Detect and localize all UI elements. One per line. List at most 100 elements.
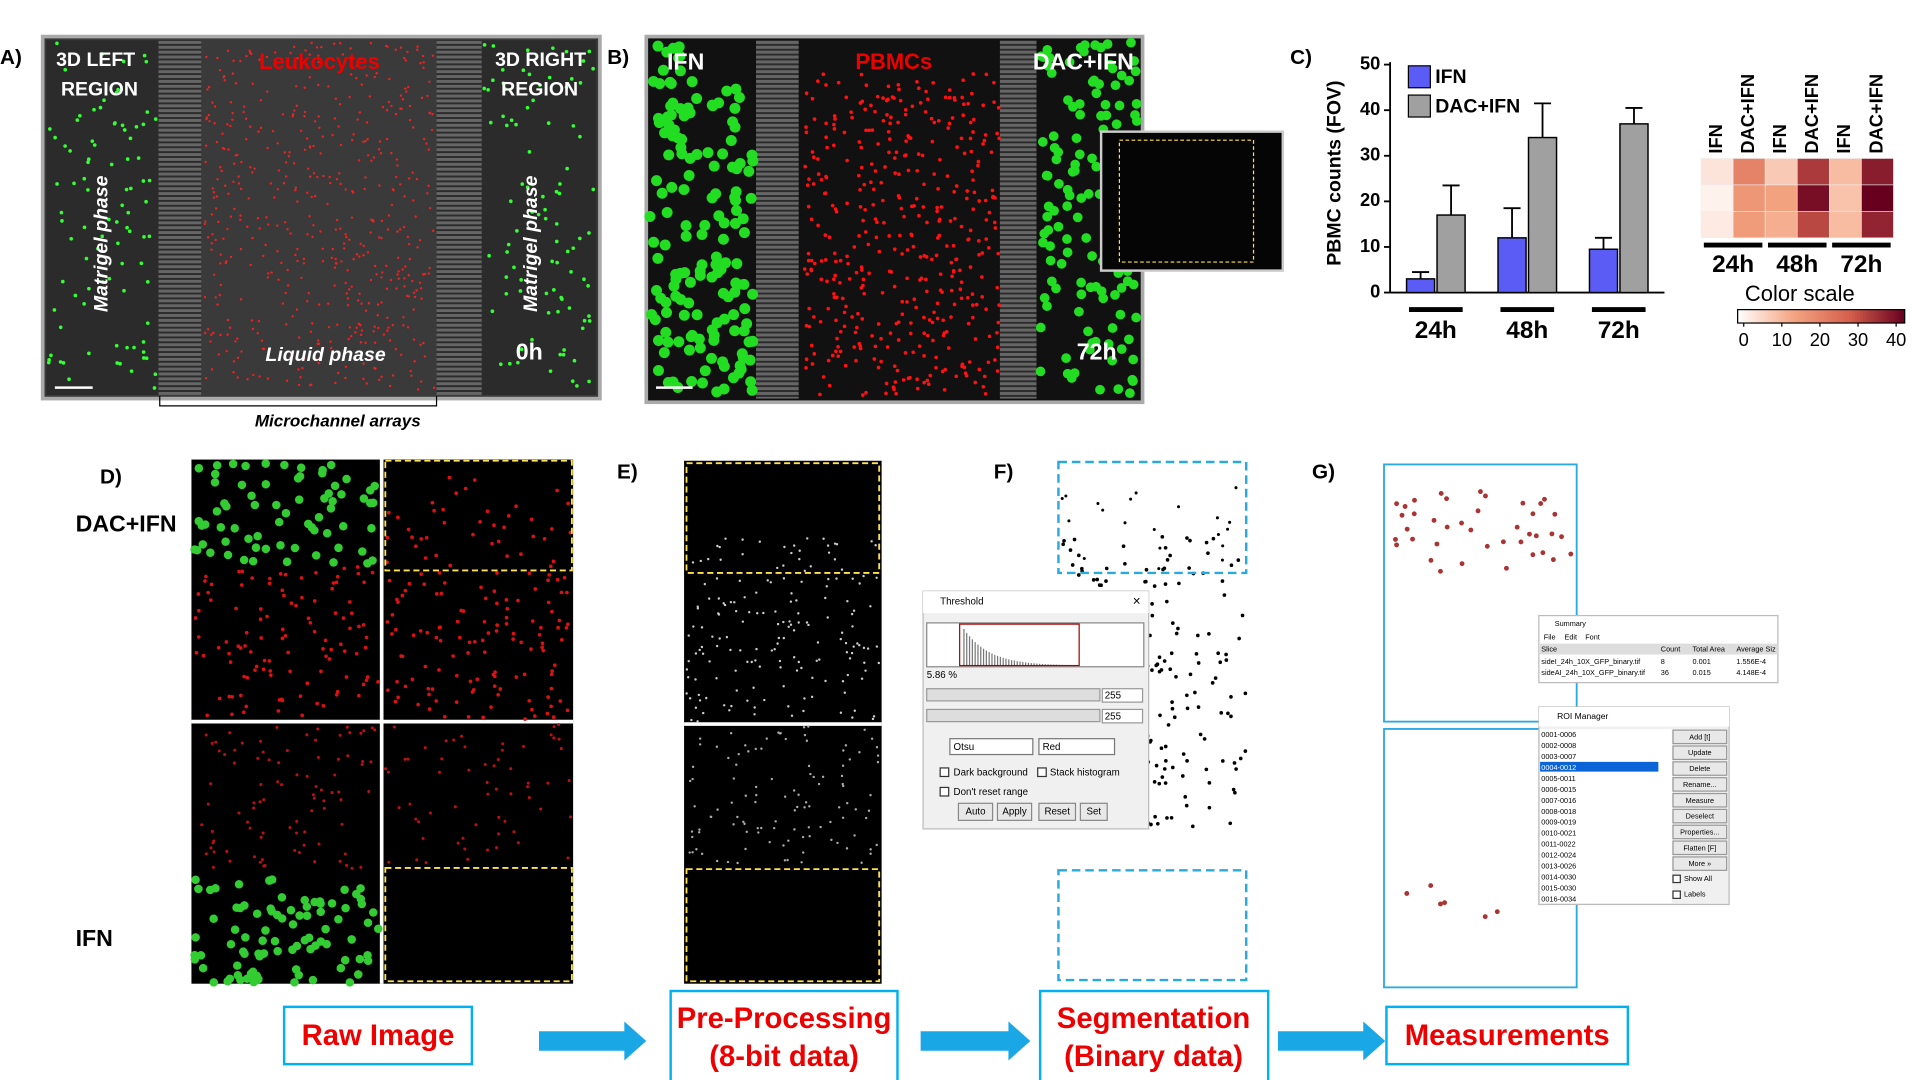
colorbar-step	[1807, 309, 1811, 324]
roi-item[interactable]: 0005-0011	[1541, 774, 1575, 783]
roi-box	[1057, 460, 1248, 575]
heat-cell	[1861, 158, 1894, 186]
button[interactable]	[1672, 792, 1728, 808]
button-label: Rename...	[1683, 780, 1717, 789]
button-label: Flatten [F]	[1683, 843, 1716, 852]
colorbar-step	[1798, 309, 1803, 324]
checkbox-label: Don't reset range	[954, 787, 1029, 798]
input[interactable]	[1101, 688, 1144, 703]
roi-item[interactable]: 0012-0024	[1541, 851, 1576, 860]
button[interactable]	[1672, 824, 1728, 840]
heat-cell	[1700, 211, 1734, 239]
y-tick-label: 40	[1360, 98, 1380, 119]
column-header: Count	[1661, 645, 1680, 654]
heat-cell	[1700, 184, 1734, 212]
slider[interactable]	[926, 688, 1101, 702]
colorbar-tick-label: 10	[1772, 329, 1792, 350]
menu-item: Font	[1585, 632, 1600, 641]
legend-swatch	[1407, 94, 1431, 118]
dropdown[interactable]	[1038, 738, 1116, 756]
threshold-dialog: Threshold × 5.86 % 255 255 Otsu Red Dark…	[922, 590, 1150, 830]
step-label: (Binary data)	[1064, 1041, 1243, 1073]
roi-item[interactable]: 0009-0019	[1541, 818, 1576, 827]
heat-cell	[1732, 211, 1766, 239]
colorbar-step	[1768, 309, 1772, 324]
colorbar-step	[1815, 309, 1819, 324]
heat-cell	[1796, 184, 1830, 212]
checkbox[interactable]	[1672, 874, 1681, 884]
colorbar-step	[1796, 309, 1800, 324]
button[interactable]	[1038, 802, 1077, 821]
roi-item[interactable]: 0015-0030	[1541, 884, 1576, 893]
input[interactable]	[1101, 708, 1144, 724]
colorbar-step	[1871, 309, 1875, 324]
button[interactable]	[1079, 802, 1108, 821]
heat-cell	[1732, 184, 1766, 212]
dropdown[interactable]	[949, 738, 1034, 756]
button[interactable]	[1672, 761, 1728, 776]
column-label: DAC+IFN	[1801, 74, 1822, 154]
roi-item[interactable]: 0010-0021	[1541, 829, 1576, 838]
column-label: IFN	[1705, 124, 1726, 153]
checkbox[interactable]	[939, 786, 950, 797]
column-label: DAC+IFN	[1865, 74, 1886, 154]
microchannel	[756, 40, 799, 399]
roi-item[interactable]: 0016-0034	[1541, 895, 1576, 904]
colorbar-step	[1843, 309, 1847, 324]
button[interactable]	[1672, 729, 1728, 745]
button-label: Add [t]	[1689, 732, 1710, 741]
colorbar-step	[1893, 309, 1897, 324]
colorbar-step	[1757, 309, 1761, 324]
button[interactable]	[1672, 808, 1728, 824]
list[interactable]	[1540, 728, 1672, 904]
roi-item[interactable]: 0007-0016	[1541, 796, 1576, 805]
cells	[384, 723, 573, 865]
colorbar-step	[1862, 309, 1867, 324]
phase-label: Liquid phase	[265, 344, 385, 366]
button[interactable]	[1672, 745, 1728, 761]
step-label: (8-bit data)	[709, 1041, 859, 1073]
colorbar-step	[1854, 309, 1858, 324]
panel-label: G)	[1312, 460, 1335, 483]
table-cell: 0.015	[1693, 668, 1711, 677]
checkbox[interactable]	[939, 767, 950, 778]
roi-item[interactable]: 0002-0008	[1541, 741, 1576, 750]
roi-item[interactable]: 0008-0018	[1541, 807, 1576, 816]
time-label: 72h	[1077, 339, 1117, 365]
cells	[46, 41, 158, 390]
colorbar-step	[1848, 309, 1853, 324]
menu-item: File	[1544, 632, 1556, 641]
colorbar-frame	[1737, 309, 1906, 324]
roi-item[interactable]: 0006-0015	[1541, 785, 1576, 794]
heat-cell	[1861, 211, 1894, 239]
summary-window: Summary File Edit Font Slice Count Total Area…	[1538, 614, 1779, 684]
menu-item: Edit	[1564, 632, 1577, 641]
roi-item[interactable]: 0013-0026	[1541, 862, 1576, 871]
heat-cell	[1764, 211, 1798, 239]
checkbox[interactable]	[1037, 767, 1047, 778]
slider[interactable]	[926, 708, 1101, 723]
button[interactable]	[1672, 856, 1728, 871]
button[interactable]	[1672, 840, 1728, 856]
step-box	[1385, 1005, 1630, 1066]
roi-item[interactable]: 0011-0022	[1541, 840, 1575, 849]
colorbar-step	[1835, 309, 1839, 324]
roi-item[interactable]: 0001-0006	[1541, 730, 1576, 739]
button[interactable]	[1672, 777, 1728, 792]
colorbar-step	[1782, 309, 1786, 324]
roi-item[interactable]: 0003-0007	[1541, 752, 1576, 761]
roi-item[interactable]: 0014-0030	[1541, 873, 1576, 882]
heat-cell	[1796, 158, 1830, 186]
x-tick-label: 72h	[1598, 317, 1640, 344]
title-bar	[1538, 706, 1730, 727]
button[interactable]	[957, 802, 994, 821]
legend-label: IFN	[1435, 66, 1466, 88]
bracket	[159, 396, 438, 407]
charts: 0 10 20 30 40 50 PBMC counts (FOV) 24h 48h 72h IFN…	[1323, 52, 1906, 350]
checkbox[interactable]	[1672, 890, 1681, 899]
input-value: 255	[1105, 691, 1122, 702]
close-button[interactable]: ×	[1133, 594, 1141, 609]
roi-item[interactable]: 0004-0012	[1541, 763, 1576, 772]
button[interactable]	[996, 802, 1033, 821]
